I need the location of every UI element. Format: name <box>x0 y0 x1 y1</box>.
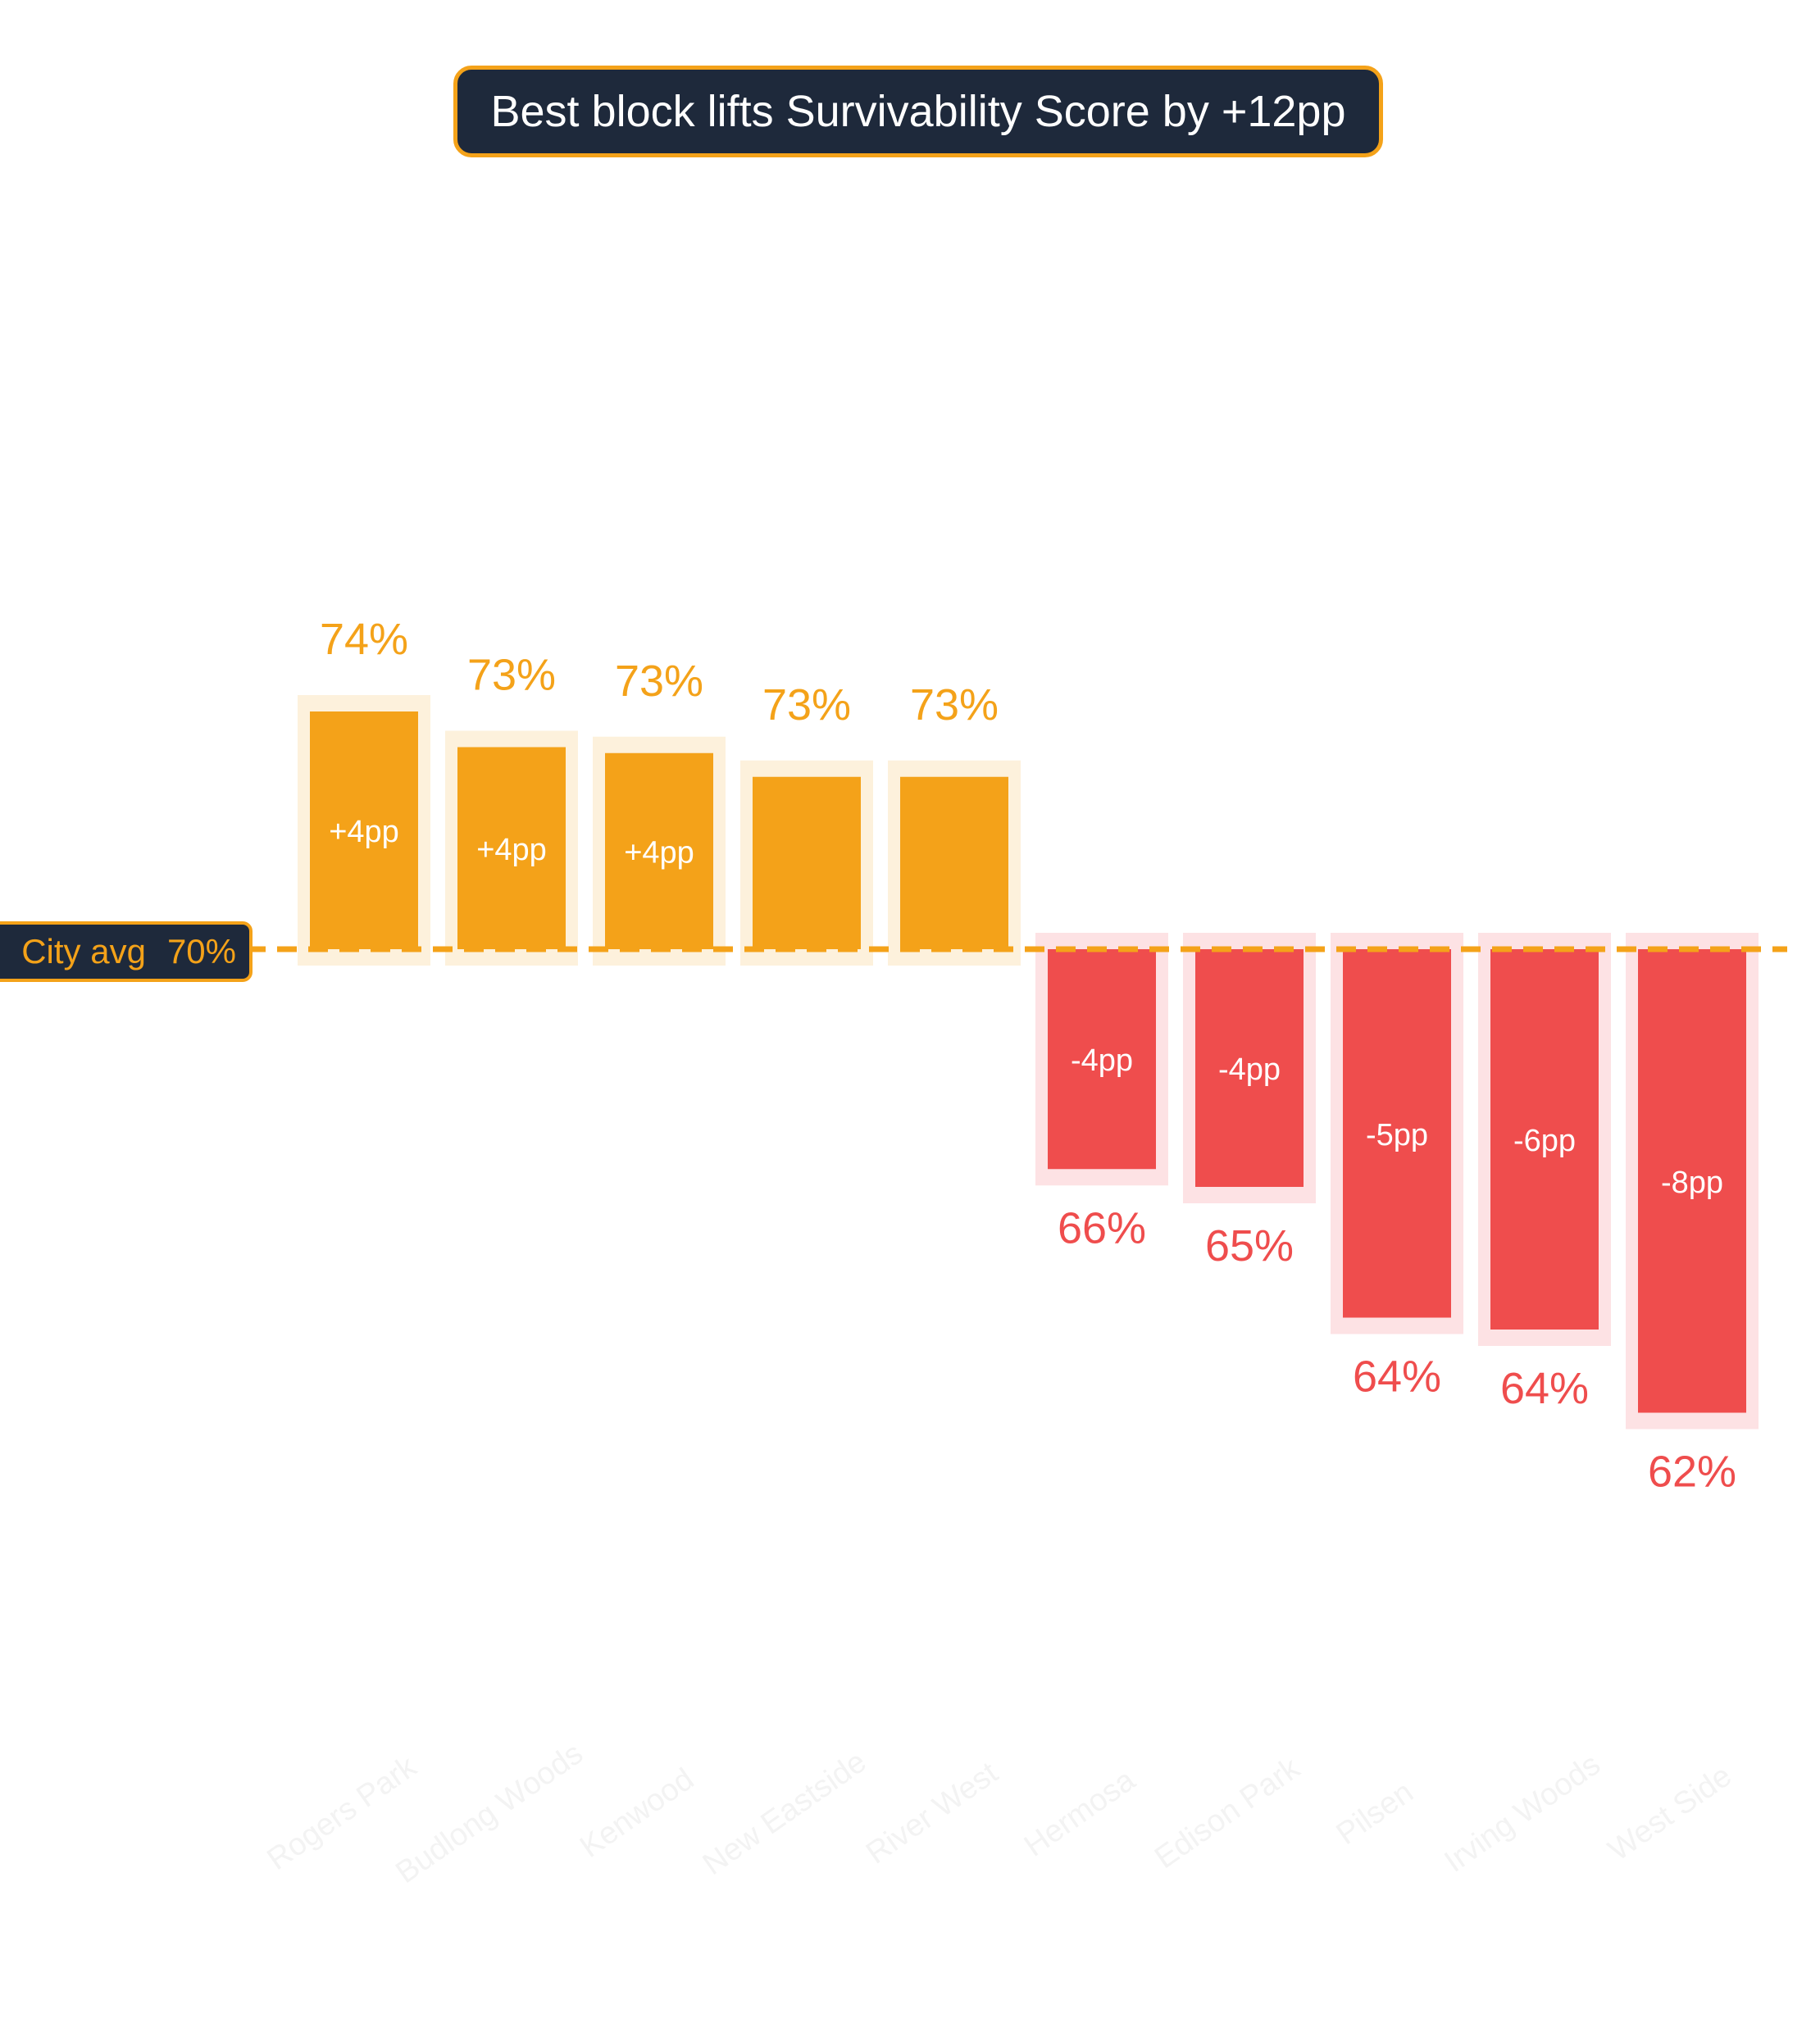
bar <box>457 747 566 949</box>
delta-label: +4pp <box>624 835 694 870</box>
delta-label: +4pp <box>329 815 399 849</box>
delta-label: -5pp <box>1366 1118 1428 1152</box>
reference-line-name: City avg <box>21 932 146 970</box>
category-label: Edison Park <box>1149 1751 1307 1875</box>
chart-title-box: Best block lifts Survivability Score by … <box>453 66 1383 157</box>
bar <box>1638 949 1746 1413</box>
value-label: 74% <box>320 615 408 664</box>
category-label: Kenwood <box>574 1762 700 1865</box>
bar <box>1490 949 1599 1330</box>
delta-label: -6pp <box>1513 1124 1576 1158</box>
reference-line-label: City avg 70% <box>0 921 253 982</box>
bar <box>310 711 418 949</box>
chart-title: Best block lifts Survivability Score by … <box>490 87 1346 136</box>
value-label: 64% <box>1353 1352 1441 1402</box>
value-label: 62% <box>1648 1448 1736 1497</box>
bar <box>1195 949 1304 1187</box>
delta-label: -4pp <box>1071 1043 1133 1078</box>
category-label: Irving Woods <box>1439 1748 1607 1880</box>
category-label: River West <box>860 1756 1004 1871</box>
bar <box>1048 949 1156 1170</box>
value-label: 73% <box>467 651 556 700</box>
bar <box>605 752 713 949</box>
value-label: 64% <box>1500 1364 1589 1413</box>
bar <box>753 776 861 949</box>
value-label: 73% <box>615 657 703 706</box>
bar <box>900 776 1008 949</box>
category-label: Pilsen <box>1331 1775 1420 1852</box>
value-label: 66% <box>1058 1203 1146 1252</box>
value-label: 73% <box>910 680 999 730</box>
reference-line-value: 70% <box>166 932 236 970</box>
delta-label: -8pp <box>1661 1166 1723 1200</box>
category-label: Budlong Woods <box>389 1736 589 1890</box>
category-label: Hermosa <box>1018 1762 1142 1863</box>
value-label: 73% <box>762 680 851 730</box>
delta-label: -4pp <box>1218 1052 1281 1087</box>
delta-label: +4pp <box>476 833 547 867</box>
bar <box>1343 949 1451 1318</box>
category-label: New Eastside <box>697 1744 872 1882</box>
category-label: West Side <box>1602 1759 1737 1868</box>
value-label: 65% <box>1205 1221 1294 1271</box>
